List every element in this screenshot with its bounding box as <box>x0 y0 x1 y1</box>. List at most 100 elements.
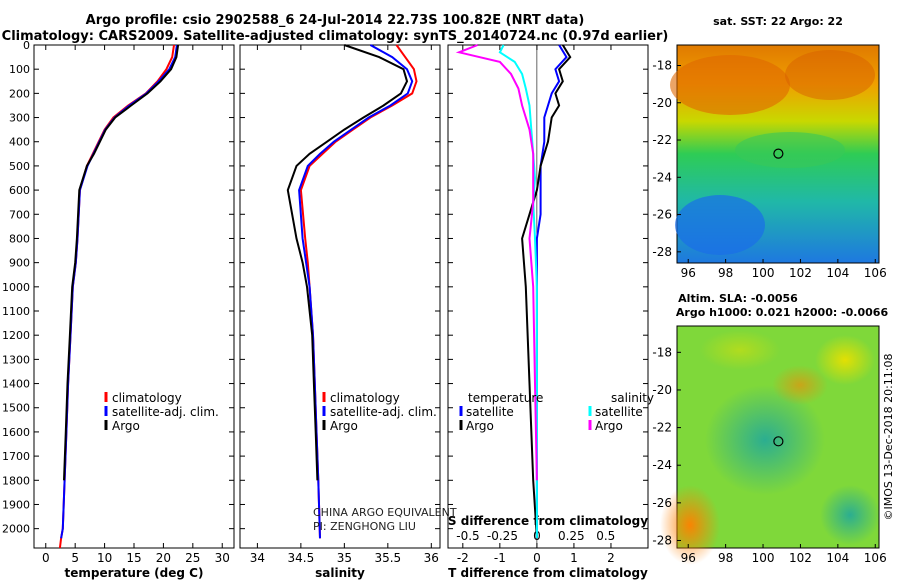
x-tick-label: 34.5 <box>288 551 315 565</box>
map-x-tick-label: 98 <box>718 551 733 565</box>
y-tick-label: 0 <box>23 39 30 52</box>
legend-label: Argo <box>330 419 358 433</box>
legend-label: climatology <box>330 391 400 405</box>
panel-frame-1 <box>239 44 441 549</box>
y-tick-label: 1200 <box>2 329 30 342</box>
x-tick-label: 35.5 <box>374 551 401 565</box>
map-subtitle: Argo h1000: 0.021 h2000: -0.0066 <box>676 306 889 319</box>
x-tick-label: 10 <box>97 551 112 565</box>
x-tick-label: 0 <box>533 551 541 565</box>
x-tick-label: 36 <box>424 551 439 565</box>
map-x-tick-label: 106 <box>864 266 887 280</box>
y-tick-label: 300 <box>9 112 30 125</box>
y-tick-label: 700 <box>9 208 30 221</box>
map-y-tick-label: -22 <box>652 133 672 147</box>
map-x-tick-label: 96 <box>681 266 696 280</box>
y-tick-label: 1400 <box>2 378 30 391</box>
map-x-tick-label: 102 <box>789 551 812 565</box>
x-tick-label: 20 <box>156 551 171 565</box>
series-argo <box>286 44 409 481</box>
y-tick-label: 600 <box>9 184 30 197</box>
series-satellite-adj-clim- <box>60 44 178 539</box>
y-tick-label: 400 <box>9 136 30 149</box>
map-y-tick-label: -22 <box>652 421 672 435</box>
map-y-tick-label: -24 <box>652 458 672 472</box>
map-x-tick-label: 100 <box>752 266 775 280</box>
y-tick-label: 500 <box>9 160 30 173</box>
x-tick-label: 35 <box>337 551 352 565</box>
map-title: sat. SST: 22 Argo: 22 <box>713 15 843 28</box>
legend-label: satellite-adj. clim. <box>112 405 219 419</box>
y-tick-label: 1100 <box>2 305 30 318</box>
y-tick-label: 1300 <box>2 353 30 366</box>
x-tick-label: 15 <box>126 551 141 565</box>
x-tick-label: 25 <box>185 551 200 565</box>
map-x-tick-label: 104 <box>826 551 849 565</box>
title-line-2: Climatology: CARS2009. Satellite-adjuste… <box>1 29 669 44</box>
float-pi: PI: ZENGHONG LIU <box>313 520 416 533</box>
x-tick-label: -2 <box>457 551 469 565</box>
series-argo <box>63 44 180 481</box>
float-owner: CHINA ARGO EQUIVALENT <box>313 506 457 519</box>
x-axis-label: T difference from climatology <box>448 566 648 580</box>
legend-title-temperature: temperature <box>468 391 543 405</box>
y-tick-label: 900 <box>9 257 30 270</box>
legend-label: Argo <box>595 419 623 433</box>
y-tick-label: 2000 <box>2 523 30 536</box>
map-y-tick-label: -18 <box>652 58 672 72</box>
x-tick-label: 2 <box>607 551 615 565</box>
series-climatology <box>58 44 175 549</box>
map-y-tick-label: -26 <box>652 496 672 510</box>
credit-label: ©IMOS 13-Dec-2018 20:11:08 <box>882 354 895 521</box>
x-axis-label: temperature (deg C) <box>65 566 204 580</box>
title-line-1: Argo profile: csio 2902588_6 24-Jul-2014… <box>85 13 585 28</box>
map-x-tick-label: 104 <box>826 266 849 280</box>
x2-tick-label: 0.25 <box>558 529 585 543</box>
series-temperature-argo <box>521 44 572 539</box>
y-tick-label: 1000 <box>2 281 30 294</box>
x2-tick-label: -0.25 <box>487 529 518 543</box>
x2-tick-label: 0.5 <box>596 529 615 543</box>
sst-map <box>670 44 880 264</box>
legend-label: satellite-adj. clim. <box>330 405 437 419</box>
series-salinity-satellite <box>498 44 538 539</box>
legend-label: satellite <box>595 405 643 419</box>
x-tick-label: 0 <box>42 551 50 565</box>
y-tick-label: 1800 <box>2 474 30 487</box>
y-tick-label: 800 <box>9 232 30 245</box>
map-y-tick-label: -28 <box>652 533 672 547</box>
x-tick-label: 5 <box>71 551 79 565</box>
x-tick-label: 1 <box>570 551 578 565</box>
x-tick-label: -1 <box>494 551 506 565</box>
sla-map <box>660 325 880 565</box>
y-tick-label: 1500 <box>2 402 30 415</box>
x-axis-label: salinity <box>315 566 365 580</box>
legend-label: climatology <box>112 391 182 405</box>
map-y-tick-label: -24 <box>652 170 672 184</box>
argo-location-marker <box>773 436 784 447</box>
map-x-tick-label: 98 <box>718 266 733 280</box>
map-y-tick-label: -18 <box>652 345 672 359</box>
y-tick-label: 200 <box>9 87 30 100</box>
series-salinity-argo <box>455 44 538 481</box>
x2-axis-label: S difference from climatology <box>448 514 648 528</box>
map-x-tick-label: 102 <box>789 266 812 280</box>
map-y-tick-label: -20 <box>652 383 672 397</box>
x-tick-label: 30 <box>215 551 230 565</box>
y-tick-label: 100 <box>9 63 30 76</box>
map-x-tick-label: 100 <box>752 551 775 565</box>
y-tick-label: 1900 <box>2 498 30 511</box>
legend-label: Argo <box>112 419 140 433</box>
y-tick-label: 1700 <box>2 450 30 463</box>
map-title: Altim. SLA: -0.0056 <box>678 292 798 305</box>
map-y-tick-label: -26 <box>652 208 672 222</box>
legend-label: Argo <box>466 419 494 433</box>
map-x-tick-label: 96 <box>681 551 696 565</box>
legend-label: satellite <box>466 405 514 419</box>
y-tick-label: 1600 <box>2 426 30 439</box>
x2-tick-label: -0.5 <box>456 529 479 543</box>
map-y-tick-label: -20 <box>652 96 672 110</box>
map-x-tick-label: 106 <box>864 551 887 565</box>
map-y-tick-label: -28 <box>652 245 672 259</box>
